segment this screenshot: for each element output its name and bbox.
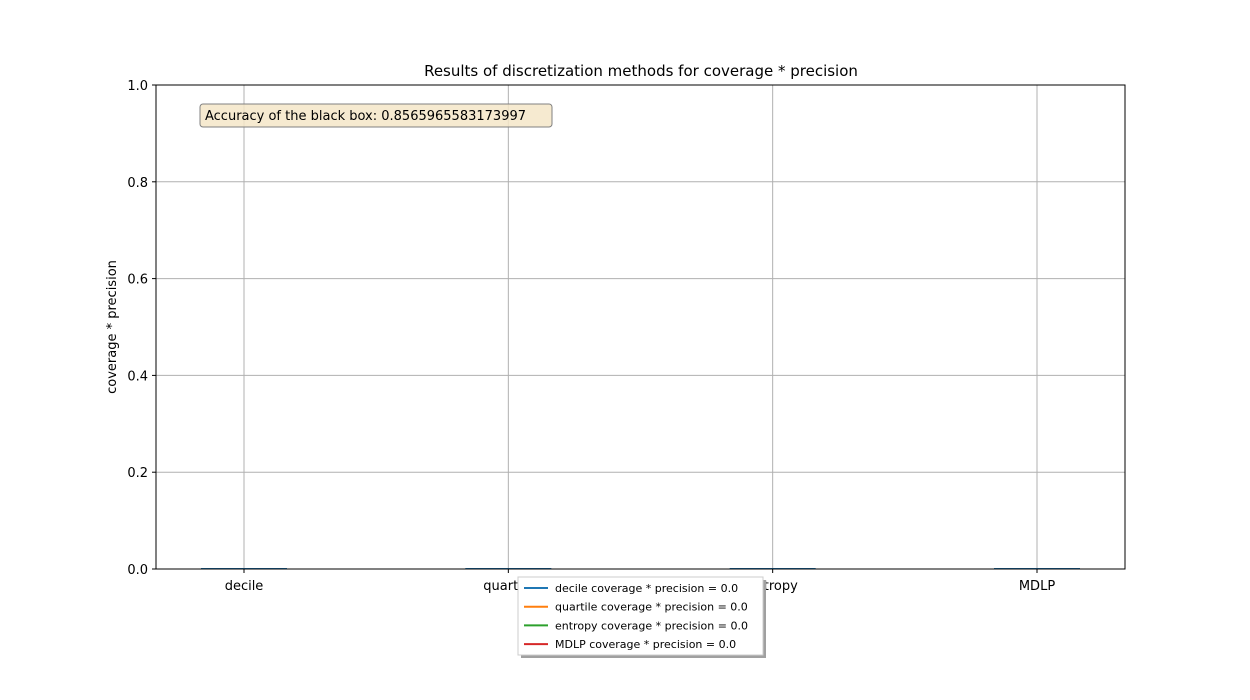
chart-title: Results of discretization methods for co…: [424, 62, 858, 80]
legend-label: decile coverage * precision = 0.0: [555, 582, 738, 595]
y-axis-ticks: 0.0 0.2 0.4 0.6 0.8 1.0: [127, 79, 156, 578]
legend: decile coverage * precision = 0.0 quartil…: [517, 576, 766, 658]
legend-frame: [517, 576, 764, 656]
x-tick-label: MDLP: [1019, 579, 1055, 594]
plot-area-frame: [155, 84, 1126, 570]
annotation-text: Accuracy of the black box: 0.85659655831…: [205, 109, 526, 124]
y-tick-label: 0.8: [127, 176, 148, 191]
y-tick-label: 0.0: [127, 563, 148, 578]
annotation-box: Accuracy of the black box: 0.85659655831…: [199, 103, 553, 128]
y-axis-label: coverage * precision: [105, 260, 120, 394]
y-tick-label: 0.4: [127, 369, 148, 384]
y-tick-label: 0.2: [127, 466, 148, 481]
annotation-background: [199, 103, 553, 128]
y-tick-label: 0.6: [127, 273, 148, 288]
legend-label: MDLP coverage * precision = 0.0: [555, 638, 736, 651]
y-tick-label: 1.0: [127, 79, 148, 94]
legend-label: entropy coverage * precision = 0.0: [555, 619, 748, 632]
legend-label: quartile coverage * precision = 0.0: [555, 601, 748, 614]
x-tick-label: decile: [225, 579, 264, 594]
